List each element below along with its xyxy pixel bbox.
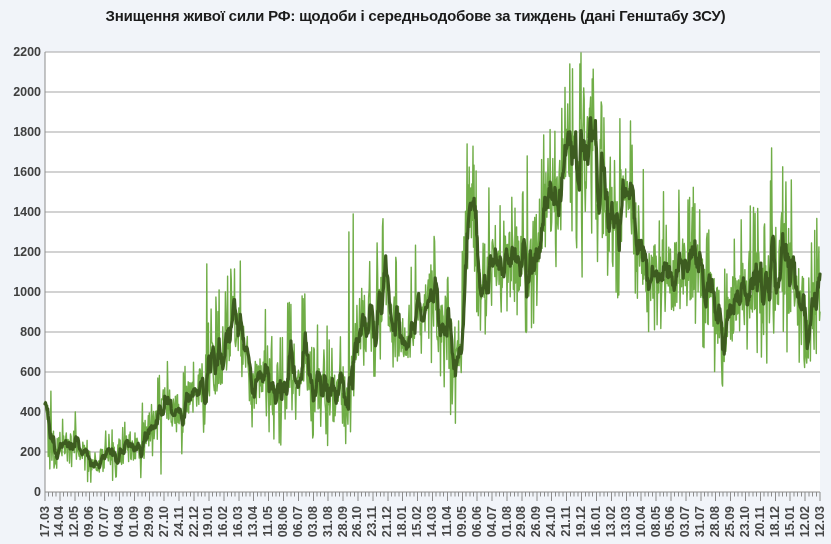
x-axis-tick-label: 11.05 (261, 506, 276, 537)
x-axis-tick-label: 23.11 (365, 506, 380, 537)
x-axis-tick-label: 12.03 (812, 506, 827, 538)
y-axis-tick-label: 2200 (13, 44, 41, 59)
y-axis-tick-label: 1200 (13, 244, 41, 259)
x-axis-tick-label: 13.02 (603, 506, 618, 538)
y-axis-tick-label: 1600 (13, 164, 41, 179)
y-axis-tick-label: 1400 (13, 204, 41, 219)
chart-title: Знищення живої сили РФ: щодоби і середнь… (105, 8, 726, 25)
x-axis-tick-label: 11.04 (439, 506, 454, 537)
x-axis-tick-label: 16.02 (216, 506, 231, 538)
x-axis-tick-label: 21.11 (559, 506, 574, 537)
x-axis-tick-label: 14.04 (52, 506, 67, 538)
x-axis-tick-label: 25.09 (723, 506, 738, 538)
x-axis-tick-label: 31.08 (320, 506, 335, 538)
x-axis-tick-label: 28.09 (335, 506, 350, 538)
x-axis-tick-label: 15.02 (410, 506, 425, 538)
daily-series-line (44, 52, 821, 483)
x-axis-tick-label: 15.01 (782, 506, 797, 538)
x-axis-tick-label: 06.07 (290, 506, 305, 538)
x-axis-tick-label: 12.05 (67, 506, 82, 538)
x-axis-tick-label: 21.12 (380, 506, 395, 538)
x-axis-tick-label: 07.07 (97, 506, 112, 538)
x-axis-tick-label: 14.03 (425, 506, 439, 538)
x-axis-tick-label: 26.10 (350, 506, 365, 538)
x-axis-tick-label: 13.03 (618, 506, 633, 538)
x-axis-tick-label: 29.08 (514, 506, 529, 538)
x-axis-tick-label: 16.03 (231, 506, 246, 538)
y-axis-tick-label: 1800 (13, 124, 41, 139)
x-axis-tick-label: 19.01 (201, 506, 216, 538)
x-axis-tick-label: 18.12 (767, 506, 782, 538)
x-axis-tick-label: 08.06 (275, 506, 290, 538)
y-axis-tick-label: 1000 (13, 284, 41, 299)
x-axis-tick-label: 23.10 (737, 506, 752, 538)
x-axis-tick-label: 04.07 (484, 506, 499, 538)
y-axis-tick-label: 400 (20, 404, 41, 419)
x-axis-tick-label: 16.01 (588, 506, 603, 538)
y-axis-tick-label: 200 (20, 444, 41, 459)
x-axis-tick-label: 24.10 (544, 506, 559, 538)
x-axis-tick-label: 03.07 (678, 506, 693, 538)
weekly-average-line (43, 116, 822, 470)
x-axis-tick-label: 13.04 (246, 506, 261, 538)
x-axis-tick-label: 01.09 (126, 506, 141, 538)
x-axis-tick-label: 22.12 (186, 506, 201, 538)
x-axis-tick-label: 28.08 (708, 506, 723, 538)
x-axis-tick-label: 04.08 (112, 506, 127, 538)
x-axis-tick-label: 27.10 (156, 506, 171, 538)
x-axis-tick-label: 20.11 (752, 506, 767, 537)
x-axis-tick-label: 31.07 (693, 506, 708, 538)
x-axis-tick-label: 03.08 (305, 506, 320, 538)
y-axis-tick-label: 2000 (13, 84, 41, 99)
y-axis-tick-label: 0 (34, 484, 41, 499)
x-axis-tick-label: 08.05 (648, 506, 663, 538)
x-axis-tick-label: 06.06 (469, 506, 484, 538)
x-axis-tick-label: 29.09 (141, 506, 156, 538)
x-axis-tick-label: 26.09 (529, 506, 544, 538)
x-axis-tick-label: 09.06 (82, 506, 97, 538)
x-axis-tick-label: 10.04 (633, 506, 648, 538)
x-axis-tick-label: 01.08 (499, 506, 514, 538)
x-axis-tick-label: 12.02 (797, 506, 812, 538)
y-axis-tick-label: 800 (20, 324, 41, 339)
y-axis-tick-label: 600 (20, 364, 41, 379)
x-axis-tick-label: 19.12 (574, 506, 589, 538)
x-axis-tick-label: 09.05 (454, 506, 469, 538)
x-axis-tick-label: 18.01 (395, 506, 410, 538)
x-axis-tick-label: 24.11 (171, 506, 186, 537)
x-axis-tick-label: 05.06 (663, 506, 678, 538)
x-axis-tick-label: 17.03 (37, 506, 52, 538)
